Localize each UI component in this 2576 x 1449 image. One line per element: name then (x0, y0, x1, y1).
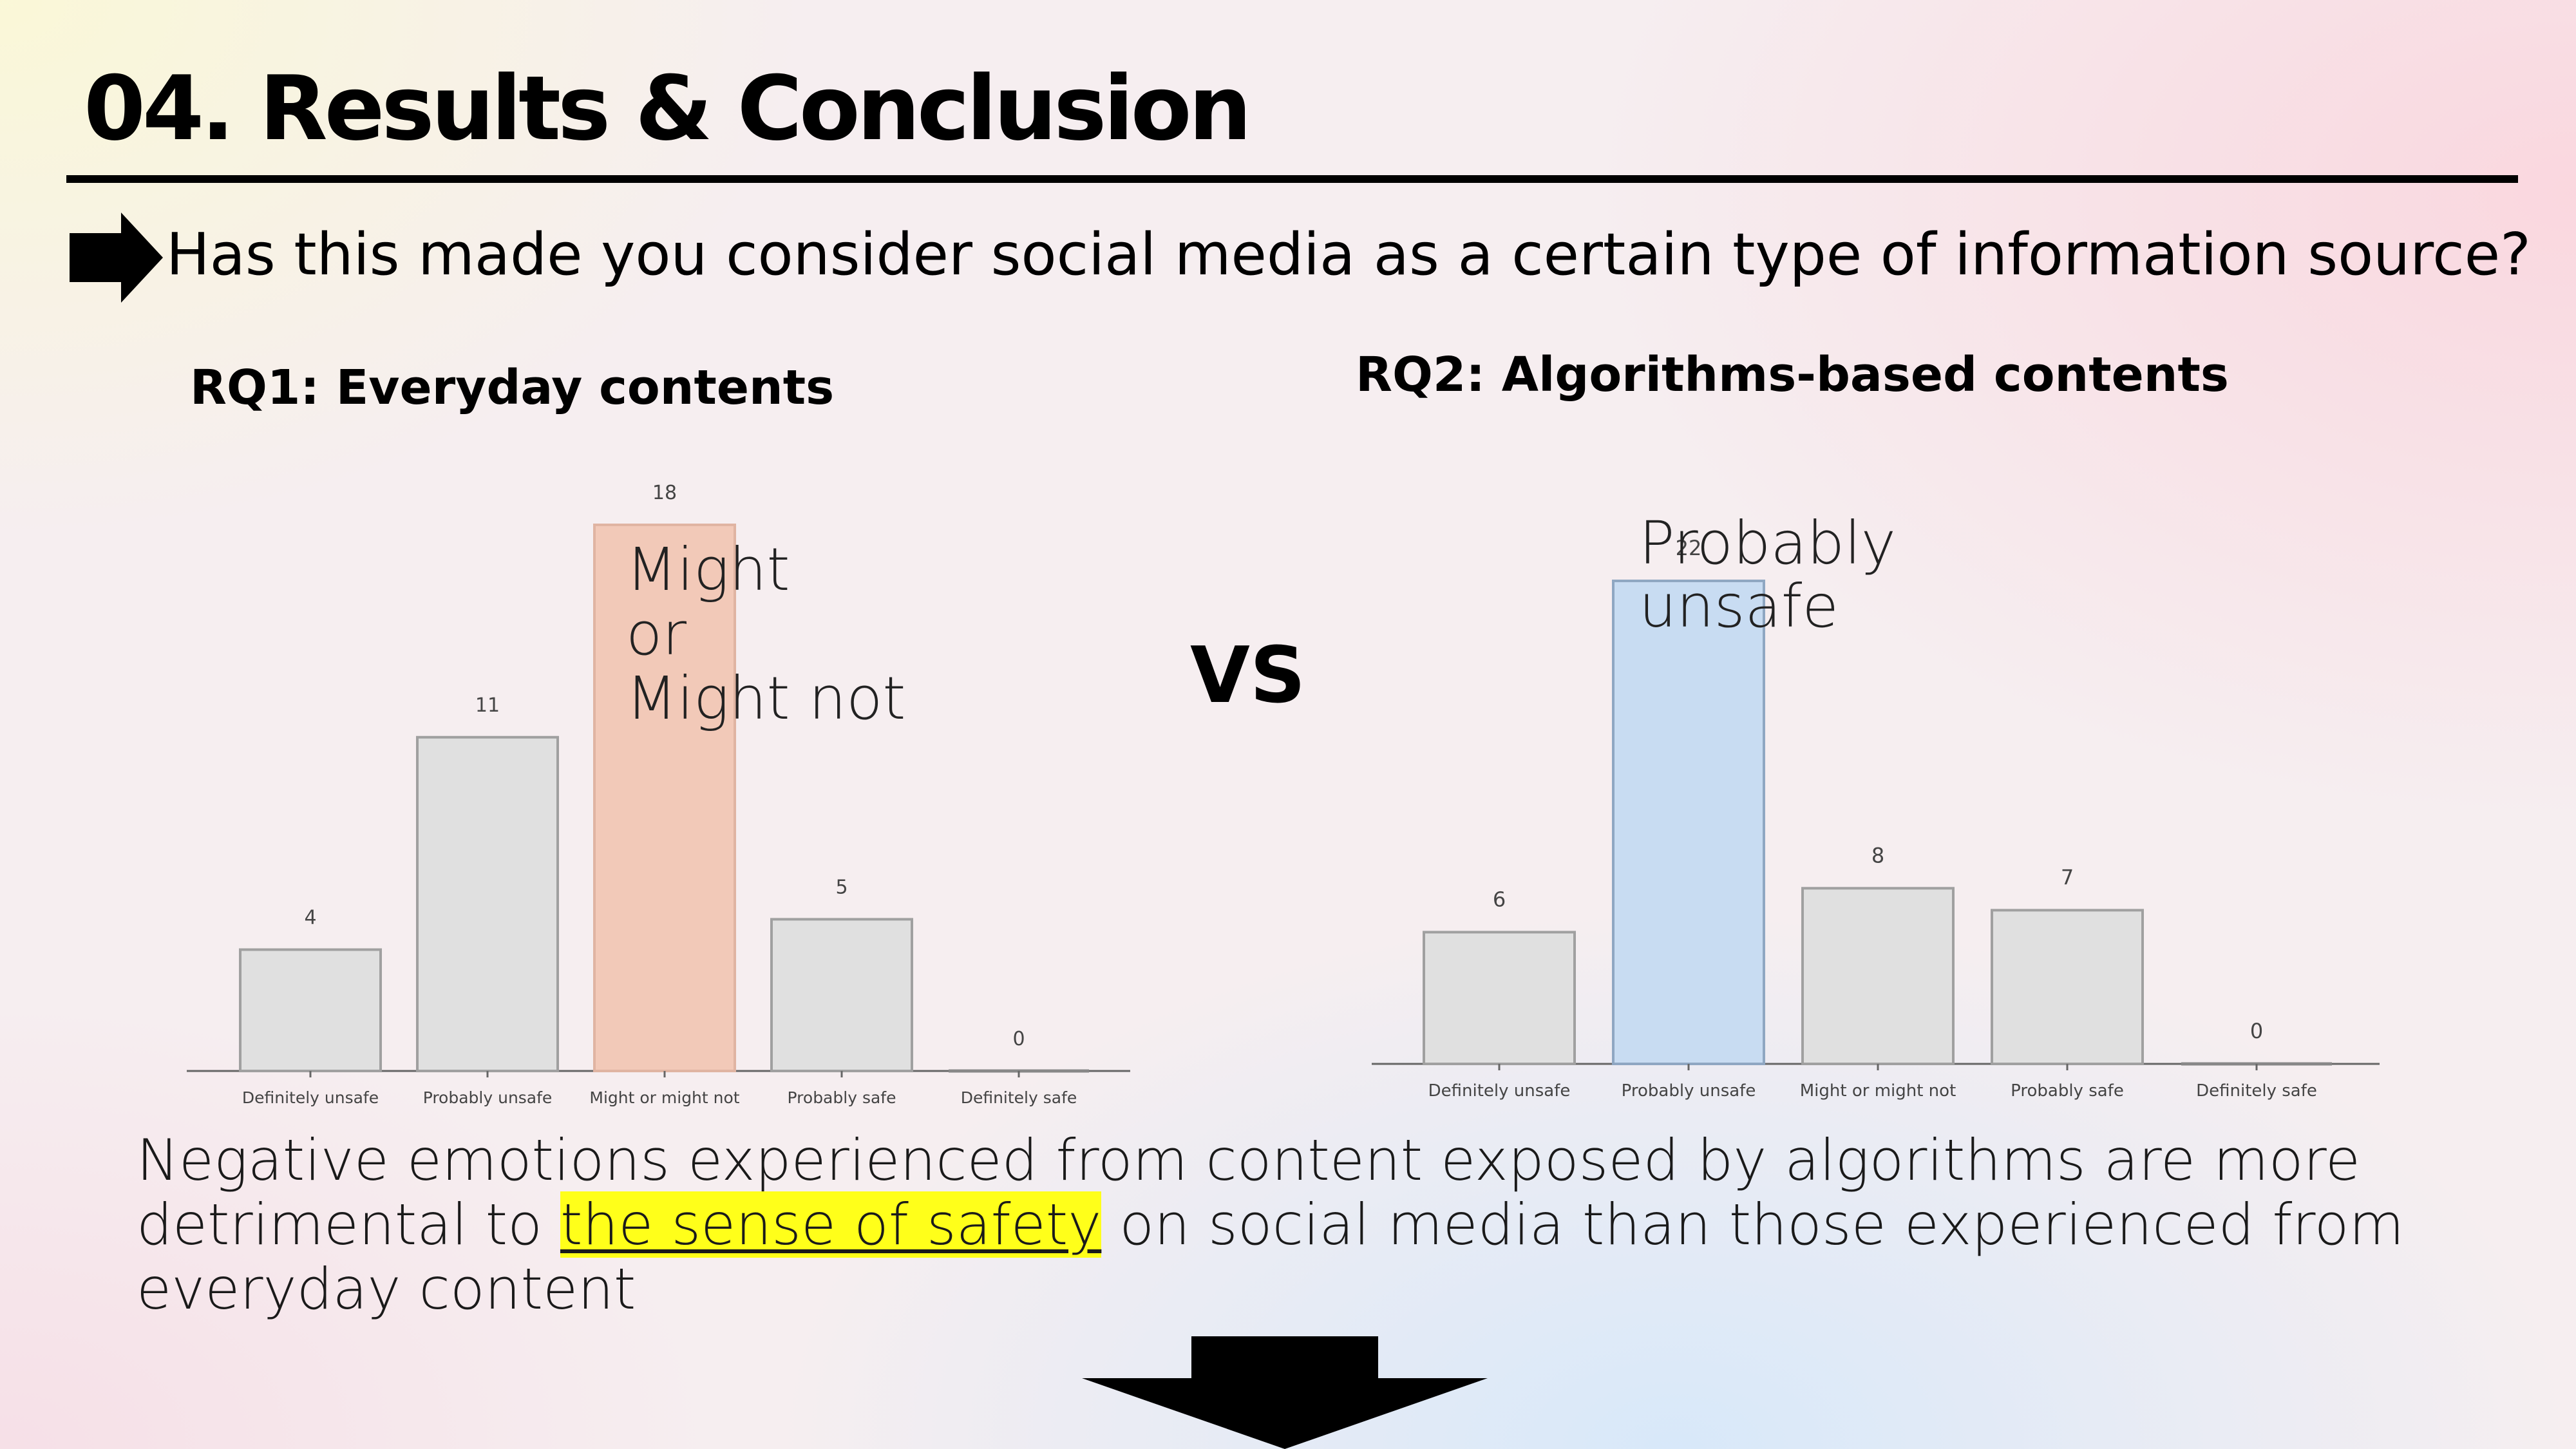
data-label: 18 (652, 482, 677, 504)
slide-title: 04. Results & Conclusion (84, 57, 1252, 160)
rq2-bar-chart: 6 Definitely unsafe 22 Probably unsafe 8 Migh… (1372, 536, 2380, 1101)
data-label: 5 (835, 876, 848, 898)
x-tick-label: Probably safe (2011, 1081, 2124, 1101)
rq1-callout: Might or Might not (626, 538, 905, 731)
bar (1612, 580, 1765, 1065)
research-question: Has this made you consider social media … (166, 221, 2531, 289)
highlighted-phrase: the sense of safety (560, 1191, 1102, 1258)
data-label: 0 (2250, 1019, 2263, 1043)
rq2-callout-line: Probably (1639, 509, 1897, 578)
rq2-callout-line: unsafe (1639, 572, 1839, 641)
bar (1801, 887, 1955, 1065)
x-tick-label: Might or might not (1800, 1081, 1956, 1101)
data-label: 4 (304, 907, 316, 929)
rq1-callout-line: Might not (626, 664, 906, 733)
x-tick-label: Probably unsafe (1622, 1081, 1756, 1101)
x-tick-label: Might or might not (589, 1088, 739, 1107)
bar (1423, 931, 1576, 1065)
x-tick-label: Definitely unsafe (242, 1088, 379, 1107)
x-tick-label: Definitely safe (2196, 1081, 2317, 1101)
rq2-callout: Probably unsafe (1639, 512, 1896, 638)
arrow-right-icon (70, 213, 163, 303)
conclusion-text-start: Negative emotions experienced from conte… (137, 1127, 2360, 1258)
vs-label: VS (1190, 631, 1306, 721)
bar (593, 524, 736, 1072)
rq1-bar-chart: 4 Definitely unsafe 11 Probably unsafe 18 Mig… (187, 482, 1130, 1107)
data-label: 11 (475, 694, 500, 717)
conclusion-text-end: on social media than those experienced f… (137, 1191, 2405, 1322)
data-label: 8 (1871, 843, 1884, 867)
rq2-heading: RQ2: Algorithms-based contents (1356, 347, 2229, 402)
x-tick-label: Probably unsafe (423, 1088, 553, 1107)
data-label: 7 (2061, 865, 2074, 889)
data-label: 0 (1012, 1028, 1025, 1050)
arrow-down-icon (1082, 1336, 1488, 1449)
bar (770, 918, 913, 1073)
rq1-callout-line: Might (626, 535, 790, 604)
rq1-heading: RQ1: Everyday contents (190, 360, 835, 415)
rq1-callout-line: or (626, 600, 687, 668)
bar (1991, 909, 2144, 1066)
data-label: 6 (1493, 887, 1506, 911)
data-label: 22 (1676, 536, 1702, 560)
bar (239, 948, 382, 1072)
x-tick-label: Probably safe (788, 1088, 896, 1107)
bar (416, 735, 559, 1072)
x-tick-label: Definitely unsafe (1428, 1081, 1571, 1101)
x-tick-label: Definitely safe (961, 1088, 1077, 1107)
conclusion-text: Negative emotions experienced from conte… (137, 1128, 2455, 1321)
title-underline (66, 175, 2518, 183)
